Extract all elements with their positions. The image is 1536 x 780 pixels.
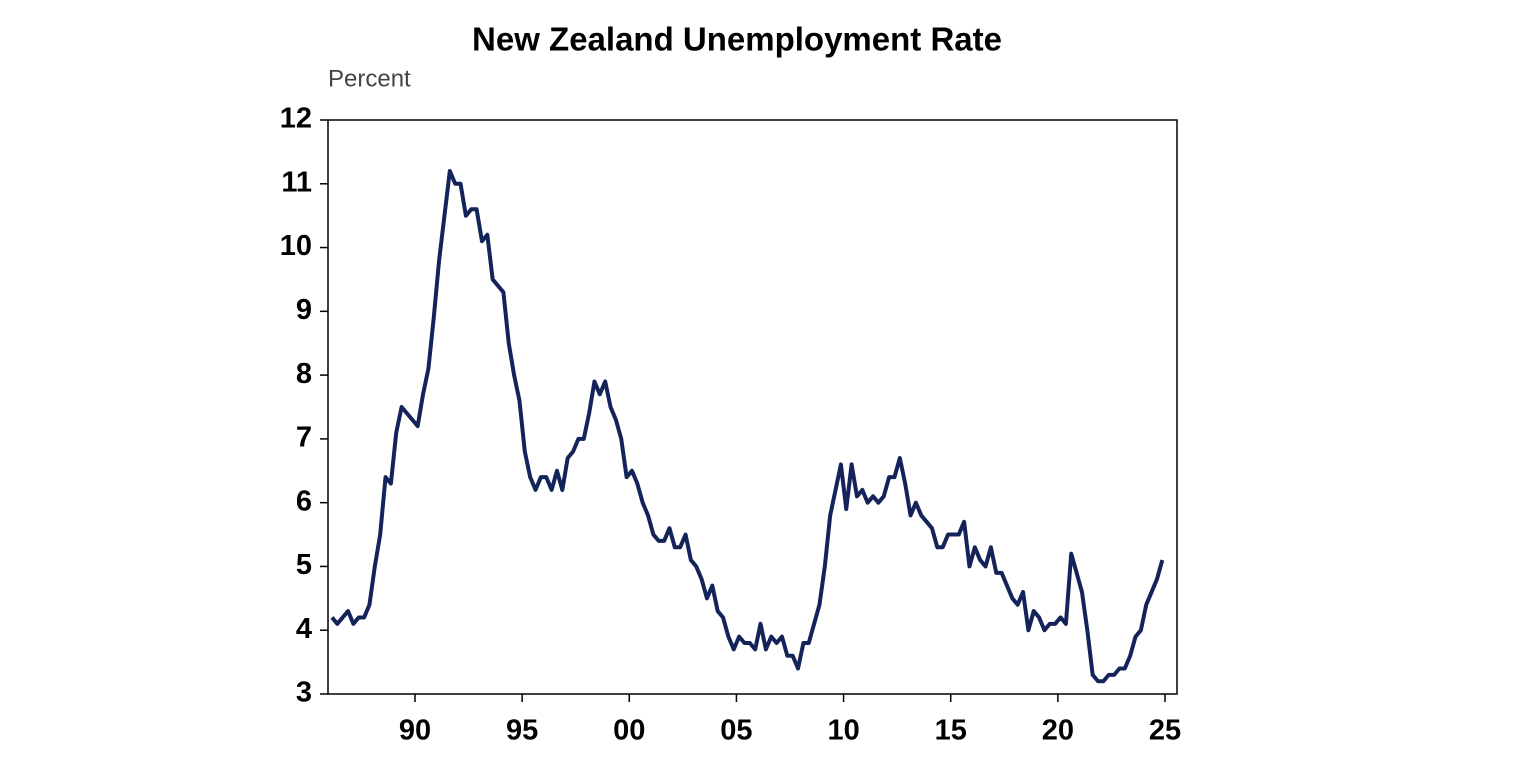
y-tick-label: 10	[280, 230, 312, 262]
data-line	[330, 169, 1165, 684]
x-tick-label: 15	[935, 715, 967, 747]
x-tick-label: 10	[827, 715, 859, 747]
y-tick-label: 3	[296, 677, 312, 709]
y-tick-label: 5	[296, 549, 312, 581]
x-tick-label: 00	[613, 715, 645, 747]
y-axis-label: Percent	[328, 65, 411, 92]
y-tick-label: 7	[296, 422, 312, 454]
plot-frame	[327, 119, 1178, 695]
x-tick-label: 25	[1149, 715, 1181, 747]
x-tick-label: 05	[720, 715, 752, 747]
y-tick-label: 11	[281, 166, 312, 198]
chart-title: New Zealand Unemployment Rate	[472, 21, 1002, 58]
y-tick-label: 9	[296, 294, 312, 326]
x-tick-label: 95	[506, 715, 538, 747]
y-tick-label: 6	[296, 485, 312, 517]
y-tick-label: 4	[296, 613, 312, 645]
y-tick-label: 8	[296, 358, 312, 390]
x-tick-label: 20	[1042, 715, 1074, 747]
y-tick-label: 12	[280, 103, 312, 135]
x-tick-label: 90	[399, 715, 431, 747]
